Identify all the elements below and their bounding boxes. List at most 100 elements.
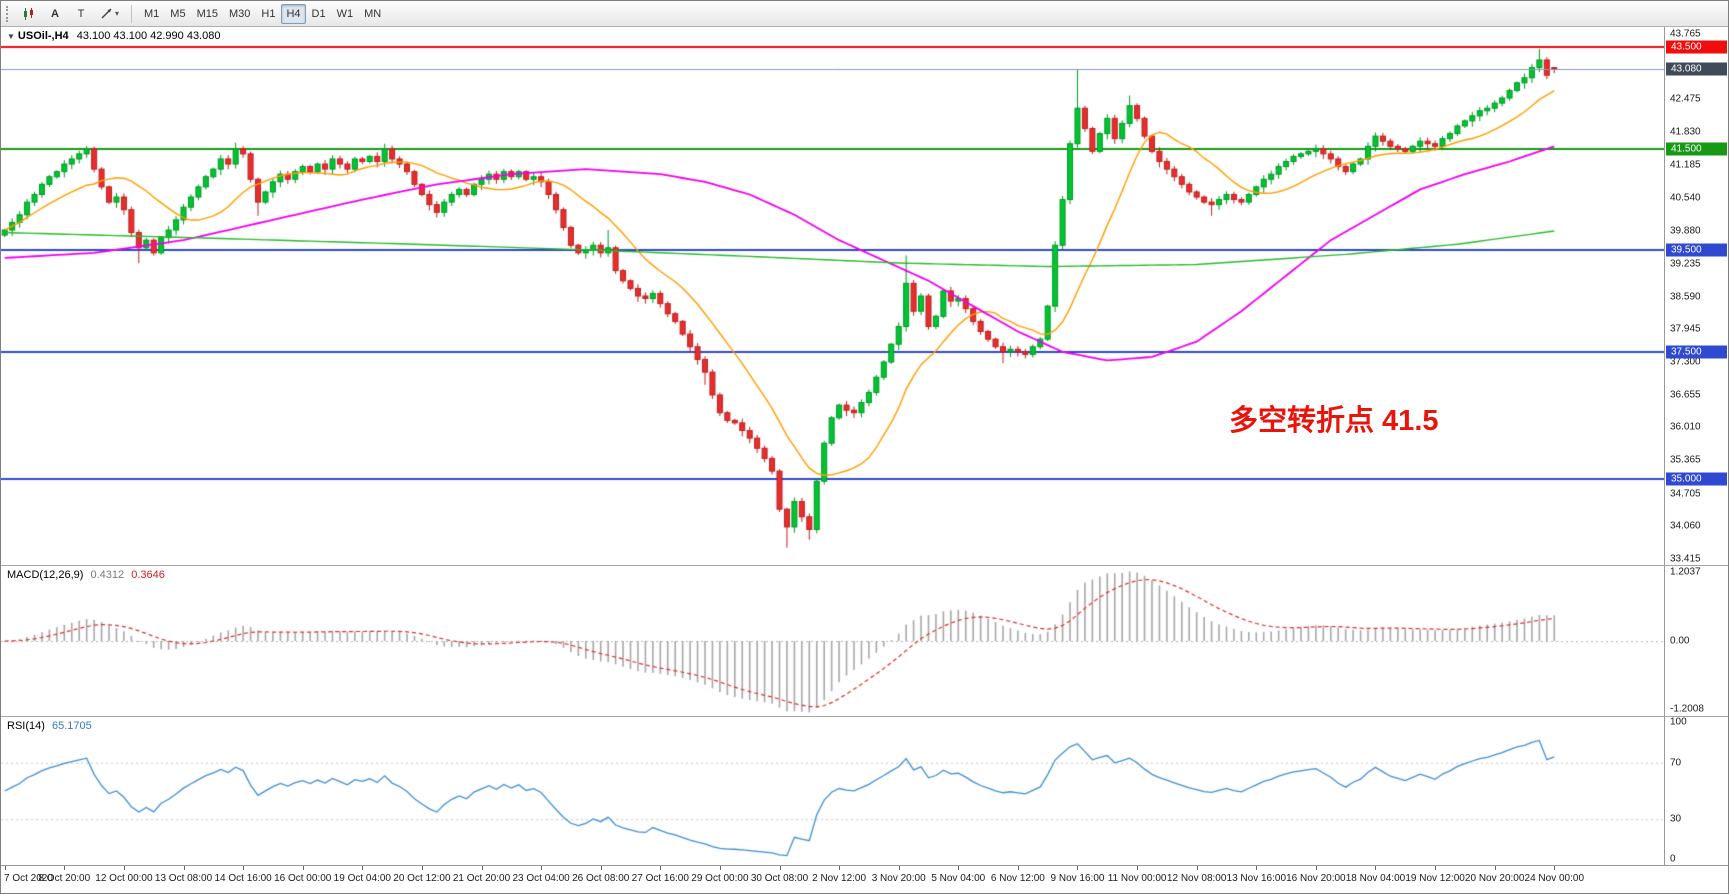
chart-type-button[interactable] — [17, 4, 41, 24]
time-axis-tick — [660, 866, 662, 870]
time-axis-tick — [1256, 866, 1258, 870]
time-axis-tick — [719, 866, 721, 870]
timeframe-h1[interactable]: H1 — [256, 4, 280, 24]
hline-price-badge: 39.500 — [1666, 243, 1727, 257]
symbol-dropdown-icon[interactable]: ▼ — [7, 32, 15, 41]
time-axis-label: 26 Oct 08:00 — [572, 873, 630, 884]
macd-axis[interactable]: 1.2037 0.00 -1.2008 — [1664, 566, 1728, 716]
time-axis-label: 16 Oct 00:00 — [274, 873, 332, 884]
timeframe-mn[interactable]: MN — [359, 4, 386, 24]
time-axis-label: 14 Oct 16:00 — [214, 873, 272, 884]
line-tool-button[interactable]: ▾ — [95, 4, 124, 24]
rsi-label: RSI(14) 65.1705 — [7, 720, 92, 732]
time-axis-label: 9 Nov 16:00 — [1050, 873, 1105, 884]
time-axis-tick — [1017, 866, 1019, 870]
time-axis-tick — [1077, 866, 1079, 870]
toolbar: A T ▾ M1 M5 M15 M30 H1 H4 D1 W1 MN — [1, 1, 1728, 27]
main-chart-canvas[interactable] — [1, 27, 1666, 565]
time-axis-tick — [183, 866, 185, 870]
time-axis-label: 7 Oct 2020 — [4, 873, 53, 884]
time-axis-label: 6 Nov 12:00 — [990, 873, 1045, 884]
rsi-axis[interactable]: 100 70 30 0 — [1664, 717, 1728, 865]
timeframe-m1[interactable]: M1 — [139, 4, 164, 24]
toolbar-grip[interactable] — [6, 5, 11, 22]
hline-price-badge: 35.000 — [1666, 472, 1727, 486]
time-axis-label: 21 Oct 20:00 — [452, 873, 511, 884]
timeframe-w1[interactable]: W1 — [332, 4, 359, 24]
symbol-label: USOil-,H4 — [17, 30, 69, 42]
time-axis-label: 3 Nov 20:00 — [871, 873, 926, 884]
timeframe-group: M1 M5 M15 M30 H1 H4 D1 W1 MN — [139, 3, 386, 24]
time-axis-label: 12 Oct 00:00 — [95, 873, 153, 884]
time-axis-tick — [1315, 866, 1317, 870]
price-tick-label: 35.365 — [1670, 454, 1701, 466]
chevron-down-icon: ▾ — [115, 9, 120, 18]
rsi-tick-label: 70 — [1670, 757, 1682, 769]
time-axis-label: 11 Nov 00:00 — [1107, 873, 1167, 884]
timeframe-m5[interactable]: M5 — [165, 4, 190, 24]
time-axis-label: 24 Nov 00:00 — [1524, 873, 1585, 884]
rsi-name: RSI(14) — [7, 720, 45, 732]
time-axis-label: 20 Nov 20:00 — [1464, 873, 1525, 884]
macd-tick-label: -1.2008 — [1670, 703, 1704, 715]
macd-main-value: 0.4312 — [90, 569, 125, 581]
time-axis-tick — [481, 866, 483, 870]
timeframe-h4[interactable]: H4 — [281, 3, 306, 24]
price-tick-label: 34.705 — [1670, 488, 1701, 500]
time-axis-tick — [1137, 866, 1139, 870]
time-axis-tick — [243, 866, 245, 870]
time-axis-label: 13 Nov 16:00 — [1226, 873, 1287, 884]
price-tick-label: 43.765 — [1670, 28, 1701, 40]
price-tick-label: 37.300 — [1670, 356, 1701, 368]
timeframe-d1[interactable]: D1 — [307, 4, 331, 24]
time-axis-tick — [1196, 866, 1198, 870]
time-axis-label: 19 Oct 04:00 — [333, 873, 391, 884]
time-axis-tick — [600, 866, 602, 870]
main-chart-panel: ▼ USOil-,H4 43.100 43.100 42.990 43.080 多… — [1, 27, 1728, 565]
trendline-tool-icon — [101, 8, 112, 19]
time-axis-label: 29 Oct 00:00 — [691, 873, 749, 884]
time-axis-label: 19 Nov 12:00 — [1405, 873, 1465, 884]
time-axis-tick — [64, 866, 66, 870]
rsi-tick-label: 100 — [1670, 717, 1687, 728]
macd-panel: MACD(12,26,9) 0.4312 0.3646 1.2037 0.00 -1… — [1, 566, 1728, 716]
panel-separator[interactable] — [1, 565, 1728, 566]
current-price-badge: 43.080 — [1666, 62, 1727, 76]
text-label-tool-button[interactable]: T — [69, 4, 93, 24]
time-axis-tick — [362, 866, 364, 870]
time-axis-tick — [1494, 866, 1496, 870]
time-axis-tick — [898, 866, 900, 870]
timeframe-m30[interactable]: M30 — [224, 4, 255, 24]
price-tick-label: 41.185 — [1670, 159, 1701, 171]
price-axis[interactable]: 43.765 42.475 41.830 41.185 40.540 39.880 39.2… — [1664, 27, 1728, 565]
price-tick-label: 39.880 — [1670, 225, 1701, 237]
rsi-value: 65.1705 — [51, 720, 92, 732]
rsi-tick-label: 0 — [1670, 853, 1676, 865]
price-tick-label: 37.945 — [1670, 323, 1701, 335]
macd-canvas[interactable] — [1, 566, 1666, 716]
time-axis-label: 20 Oct 12:00 — [393, 873, 451, 884]
chart-title: ▼ USOil-,H4 43.100 43.100 42.990 43.080 — [7, 30, 220, 42]
time-axis-tick — [302, 866, 304, 870]
text-tool-button[interactable]: A — [43, 4, 67, 24]
time-axis-tick — [4, 866, 6, 870]
rsi-panel: RSI(14) 65.1705 100 70 30 0 — [1, 717, 1728, 865]
time-axis-tick — [839, 866, 841, 870]
time-axis-label: 12 Nov 08:00 — [1166, 873, 1227, 884]
time-axis-label: 30 Oct 08:00 — [750, 873, 809, 884]
timeframe-m15[interactable]: M15 — [192, 4, 223, 24]
time-axis-tick — [421, 866, 423, 870]
time-axis-label: 23 Oct 04:00 — [512, 873, 570, 884]
time-axis-tick — [958, 866, 960, 870]
time-axis[interactable]: 7 Oct 2020 8 Oct 20:00 12 Oct 00:00 13 Oct … — [1, 865, 1728, 893]
chart-annotation-text: 多空转折点 41.5 — [1229, 405, 1439, 437]
price-tick-label: 34.060 — [1670, 520, 1701, 532]
time-axis-tick — [1435, 866, 1437, 870]
time-axis-label: 2 Nov 12:00 — [812, 873, 867, 884]
rsi-canvas[interactable] — [1, 717, 1666, 865]
candlestick-chart-icon — [24, 7, 33, 20]
panel-separator[interactable] — [1, 716, 1728, 717]
time-axis-label: 27 Oct 16:00 — [631, 873, 689, 884]
macd-tick-label: 0.00 — [1670, 635, 1690, 647]
